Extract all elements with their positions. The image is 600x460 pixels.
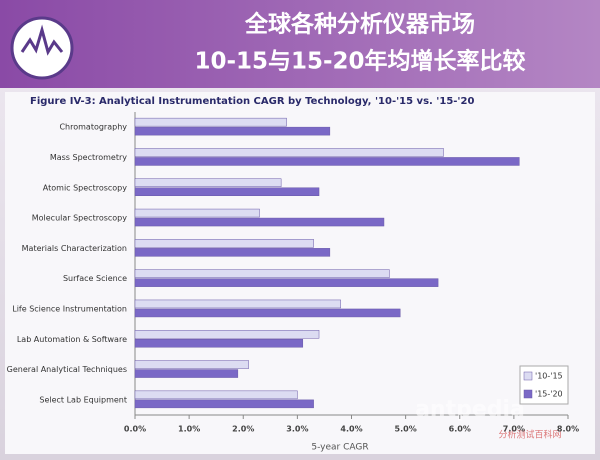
y-tick-label: Mass Spectrometry <box>50 153 127 162</box>
bar <box>134 157 520 166</box>
x-tick-label: 2.0% <box>232 425 254 434</box>
x-tick-label: 3.0% <box>286 425 308 434</box>
bar <box>134 369 239 378</box>
x-tick-label: 0.0% <box>124 425 146 434</box>
chart-title: Figure IV-3: Analytical Instrumentation … <box>30 96 474 107</box>
legend-swatch <box>523 389 533 399</box>
y-tick-label: Select Lab Equipment <box>39 395 127 404</box>
x-tick-label: 4.0% <box>340 425 362 434</box>
bar <box>134 217 385 227</box>
legend-label: '10-'15 <box>535 372 563 381</box>
y-tick-label: Molecular Spectroscopy <box>32 214 128 223</box>
x-tick-label: 5.0% <box>395 425 417 434</box>
watermark-site: 分析测试百科网 <box>498 429 561 441</box>
y-tick-label: Atomic Spectroscopy <box>43 183 127 192</box>
bar <box>134 399 314 409</box>
bar <box>134 269 390 278</box>
legend-swatch <box>523 371 533 381</box>
x-tick-label: 8.0% <box>557 425 579 434</box>
bar <box>134 126 331 136</box>
header-subtitle: 10-15与15-20年均增长率比较 <box>194 48 525 75</box>
header-title: 全球各种分析仪器市场 <box>244 11 475 38</box>
x-axis-title: 5-year CAGR <box>311 443 368 453</box>
bar <box>134 208 260 218</box>
legend: '10-'15 '15-'20 <box>519 365 569 405</box>
header-band <box>0 0 600 88</box>
y-tick-label: Lab Automation & Software <box>17 335 127 344</box>
bar <box>134 299 341 309</box>
bar <box>134 178 282 187</box>
y-tick-label: Surface Science <box>63 274 127 283</box>
watermark: antpedia <box>415 397 525 422</box>
bar <box>134 148 444 157</box>
bar <box>134 248 331 257</box>
y-tick-label: Chromatography <box>59 123 127 132</box>
y-tick-label: General Analytical Techniques <box>7 365 127 374</box>
bar <box>134 360 249 369</box>
x-tick-label: 7.0% <box>503 425 525 434</box>
bar <box>134 187 320 196</box>
bar <box>134 339 304 348</box>
x-tick-label: 1.0% <box>178 425 200 434</box>
logo <box>10 16 74 80</box>
bar <box>134 117 287 127</box>
bar <box>134 308 401 318</box>
y-tick-label: Life Science Instrumentation <box>12 304 127 313</box>
bar <box>134 390 298 400</box>
y-tick-label: Materials Characterization <box>22 244 127 253</box>
bar <box>134 239 314 248</box>
bar <box>134 278 439 287</box>
x-tick-label: 6.0% <box>449 425 471 434</box>
legend-label: '15-'20 <box>535 390 563 399</box>
bar <box>134 330 320 339</box>
